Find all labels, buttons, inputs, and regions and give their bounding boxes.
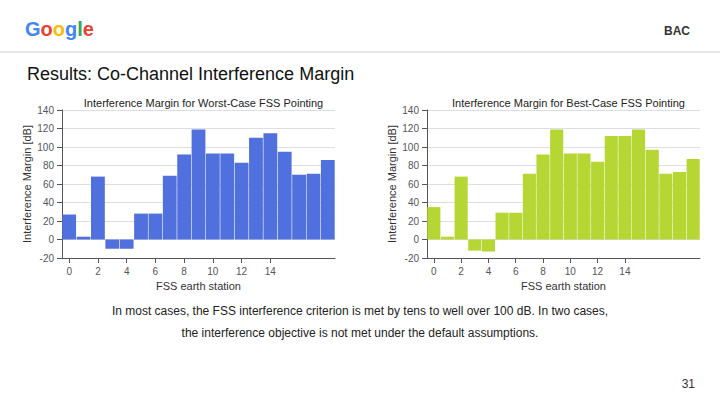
svg-text:0: 0 [48,234,54,245]
svg-text:l: l [77,18,83,40]
svg-text:12: 12 [236,266,248,277]
svg-text:0: 0 [431,266,437,277]
svg-text:o: o [53,18,65,40]
svg-text:10: 10 [207,266,219,277]
svg-text:10: 10 [565,266,577,277]
svg-text:80: 80 [408,160,420,171]
svg-text:0: 0 [66,266,72,277]
svg-text:e: e [83,18,94,40]
svg-text:140: 140 [37,105,54,116]
svg-text:140: 140 [402,105,419,116]
svg-text:Interference Margin for Best-C: Interference Margin for Best-Case FSS Po… [452,97,685,109]
svg-text:80: 80 [43,160,55,171]
svg-text:12: 12 [592,266,604,277]
svg-text:120: 120 [37,123,54,134]
svg-text:40: 40 [408,197,420,208]
svg-text:FSS earth station: FSS earth station [521,280,606,292]
svg-text:60: 60 [43,179,55,190]
svg-text:20: 20 [408,216,420,227]
svg-text:BAC: BAC [664,24,690,38]
svg-text:100: 100 [402,142,419,153]
svg-text:100: 100 [37,142,54,153]
svg-text:Interference Margin [dB]: Interference Margin [dB] [386,125,398,243]
svg-text:g: g [65,18,77,40]
svg-text:31: 31 [682,377,696,391]
svg-text:120: 120 [402,123,419,134]
svg-text:o: o [41,18,53,40]
svg-text:20: 20 [43,216,55,227]
svg-text:6: 6 [153,266,159,277]
svg-text:40: 40 [43,197,55,208]
svg-text:-20: -20 [405,253,420,264]
svg-text:Interference Margin for Worst-: Interference Margin for Worst-Case FSS P… [84,97,323,109]
svg-text:8: 8 [540,266,546,277]
svg-text:60: 60 [408,179,420,190]
svg-text:4: 4 [486,266,492,277]
svg-text:0: 0 [413,234,419,245]
svg-text:14: 14 [265,266,277,277]
svg-text:4: 4 [124,266,130,277]
svg-text:In most cases, the FSS interfe: In most cases, the FSS interference crit… [112,304,608,318]
svg-text:14: 14 [619,266,631,277]
svg-text:8: 8 [181,266,187,277]
svg-text:Interference Margin [dB]: Interference Margin [dB] [21,125,33,243]
svg-text:2: 2 [95,266,101,277]
svg-text:2: 2 [458,266,464,277]
svg-text:Results: Co-Channel Interferen: Results: Co-Channel Interference Margin [27,64,354,84]
svg-text:FSS earth station: FSS earth station [156,280,241,292]
svg-text:the interference objective is: the interference objective is not met un… [182,326,539,340]
svg-text:-20: -20 [40,253,55,264]
svg-text:G: G [25,18,41,40]
svg-text:6: 6 [513,266,519,277]
